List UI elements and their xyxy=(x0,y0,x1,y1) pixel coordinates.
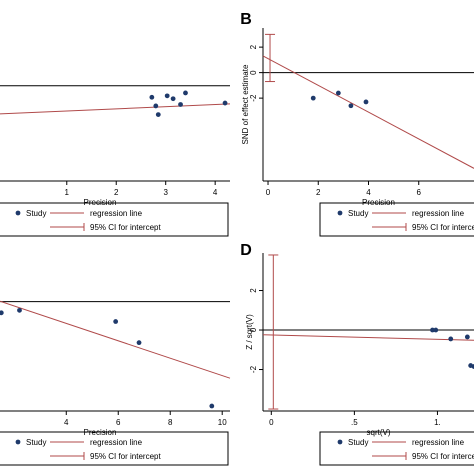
study-point-b xyxy=(348,103,354,109)
y-tick-label-d: -2 xyxy=(249,365,258,373)
legend-ci-label-a: 95% CI for intercept xyxy=(90,223,161,232)
legend-study-marker-d xyxy=(337,439,343,445)
y-axis-label-b: SND of effect estimate xyxy=(241,64,250,144)
y-tick-label-b: -2 xyxy=(249,94,258,102)
legend-study-label-a: Study xyxy=(26,209,46,218)
legend-regression-label-a: regression line xyxy=(90,209,143,218)
study-point-b xyxy=(310,95,316,101)
legend-study-label-c: Study xyxy=(26,438,46,447)
x-tick-label-a: 3 xyxy=(163,188,168,197)
study-point-a xyxy=(153,103,159,109)
legend-study-label-b: Study xyxy=(348,209,368,218)
regression-line-d xyxy=(262,334,474,341)
study-point-a xyxy=(170,96,176,102)
study-point-a xyxy=(149,94,155,100)
x-tick-label-c: 6 xyxy=(116,418,121,427)
x-tick-label-a: 4 xyxy=(213,188,218,197)
x-tick-label-d: .5 xyxy=(351,418,358,427)
x-tick-label-c: 4 xyxy=(64,418,69,427)
y-tick-label-d: 2 xyxy=(249,288,258,293)
study-point-b xyxy=(363,99,369,105)
legend-study-marker-a xyxy=(15,210,21,216)
study-point-a xyxy=(164,93,170,99)
study-point-c xyxy=(113,319,119,324)
x-tick-label-d: 0 xyxy=(269,418,274,427)
study-point-a xyxy=(155,112,161,118)
study-point-d xyxy=(464,334,470,340)
study-point-c xyxy=(0,310,4,316)
legend-study-label-d: Study xyxy=(348,438,368,447)
study-point-d xyxy=(433,327,439,333)
x-tick-label-b: 6 xyxy=(417,188,422,197)
regression-line-a xyxy=(0,103,231,115)
legend-box-b xyxy=(319,202,474,237)
x-tick-label-b: 2 xyxy=(316,188,321,197)
study-point-a xyxy=(178,102,183,107)
x-tick-label-a: 1 xyxy=(65,188,70,197)
y-axis-label-d: Z / sqrt(V) xyxy=(245,314,254,350)
legend-regression-label-b: regression line xyxy=(412,209,465,218)
legend-box-a xyxy=(0,202,229,237)
y-tick-label-d: 0 xyxy=(249,327,258,332)
x-tick-label-b: 0 xyxy=(266,188,271,197)
panel-label-b: B xyxy=(240,11,252,28)
regression-line-c xyxy=(0,300,231,379)
legend-box-c xyxy=(0,431,229,466)
study-point-a xyxy=(183,90,188,96)
x-tick-label-c: 10 xyxy=(218,418,227,427)
legend-ci-label-d: 95% CI for intercept xyxy=(412,452,474,461)
x-tick-label-b: 4 xyxy=(366,188,371,197)
study-point-a xyxy=(222,100,228,106)
study-point-c xyxy=(17,307,22,313)
legend-study-marker-b xyxy=(337,210,343,216)
study-point-d xyxy=(448,336,454,342)
study-point-c xyxy=(136,340,142,346)
x-tick-label-c: 8 xyxy=(168,418,173,427)
legend-ci-label-b: 95% CI for intercept xyxy=(412,223,474,232)
y-tick-label-b: 0 xyxy=(249,70,258,75)
study-point-b xyxy=(335,90,341,96)
legend-ci-label-c: 95% CI for intercept xyxy=(90,452,161,461)
legend-study-marker-c xyxy=(15,439,21,445)
y-tick-label-b: 2 xyxy=(249,44,258,49)
regression-line-b xyxy=(262,55,474,169)
panel-label-d: D xyxy=(240,242,252,259)
legend-regression-label-c: regression line xyxy=(90,438,143,447)
study-point-d xyxy=(471,364,474,369)
study-point-d xyxy=(430,327,435,333)
legend-box-d xyxy=(319,431,474,466)
legend-regression-label-d: regression line xyxy=(412,438,465,447)
study-point-c xyxy=(209,403,215,409)
x-tick-label-d: 1. xyxy=(434,418,441,427)
x-tick-label-a: 2 xyxy=(114,188,119,197)
